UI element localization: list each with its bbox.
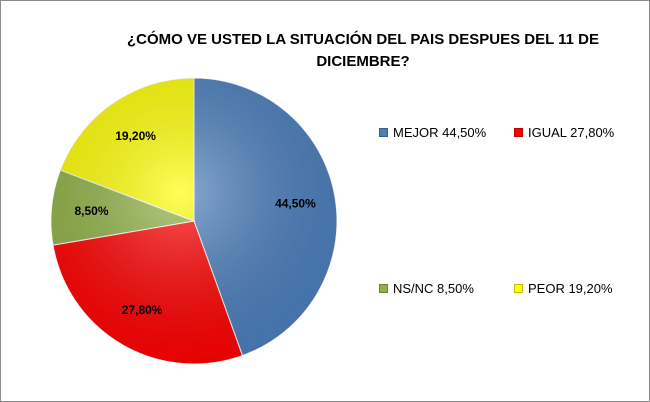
legend-item-igual: IGUAL 27,80% — [514, 125, 614, 140]
legend-swatch-peor — [514, 284, 523, 293]
legend-item-mejor: MEJOR 44,50% — [379, 125, 486, 140]
legend-label-nsnc: NS/NC 8,50% — [393, 281, 474, 296]
slice-label-nsnc: 8,50% — [75, 204, 109, 218]
legend-item-nsnc: NS/NC 8,50% — [379, 281, 474, 296]
legend-swatch-igual — [514, 128, 523, 137]
chart-title: ¿CÓMO VE USTED LA SITUACIÓN DEL PAIS DES… — [126, 31, 600, 70]
legend-swatch-mejor — [379, 128, 388, 137]
legend-swatch-nsnc — [379, 284, 388, 293]
legend-label-mejor: MEJOR 44,50% — [393, 125, 487, 140]
slice-label-peor: 19,20% — [115, 129, 156, 143]
legend-label-peor: PEOR 19,20% — [528, 281, 613, 296]
legend-label-igual: IGUAL 27,80% — [528, 125, 615, 140]
slice-label-mejor: 44,50% — [275, 196, 316, 210]
legend-item-peor: PEOR 19,20% — [514, 281, 613, 296]
slice-label-igual: 27,80% — [122, 303, 163, 317]
